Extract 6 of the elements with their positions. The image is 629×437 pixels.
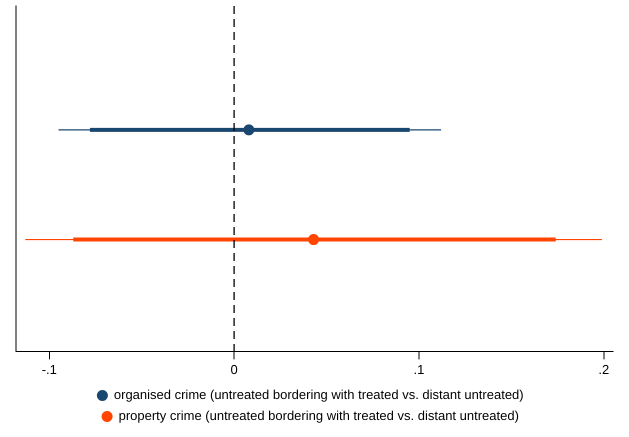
legend-label: property crime (untreated bordering with treated vs. distant untreated) (118, 408, 519, 424)
x-tick-label: .2 (598, 362, 610, 377)
x-tick-label: 0 (230, 362, 238, 377)
x-tick-label: -.1 (42, 362, 57, 377)
x-tick-label: .1 (414, 362, 424, 377)
legend-label: organised crime (untreated bordering with treated vs. distant untreated) (114, 387, 524, 402)
